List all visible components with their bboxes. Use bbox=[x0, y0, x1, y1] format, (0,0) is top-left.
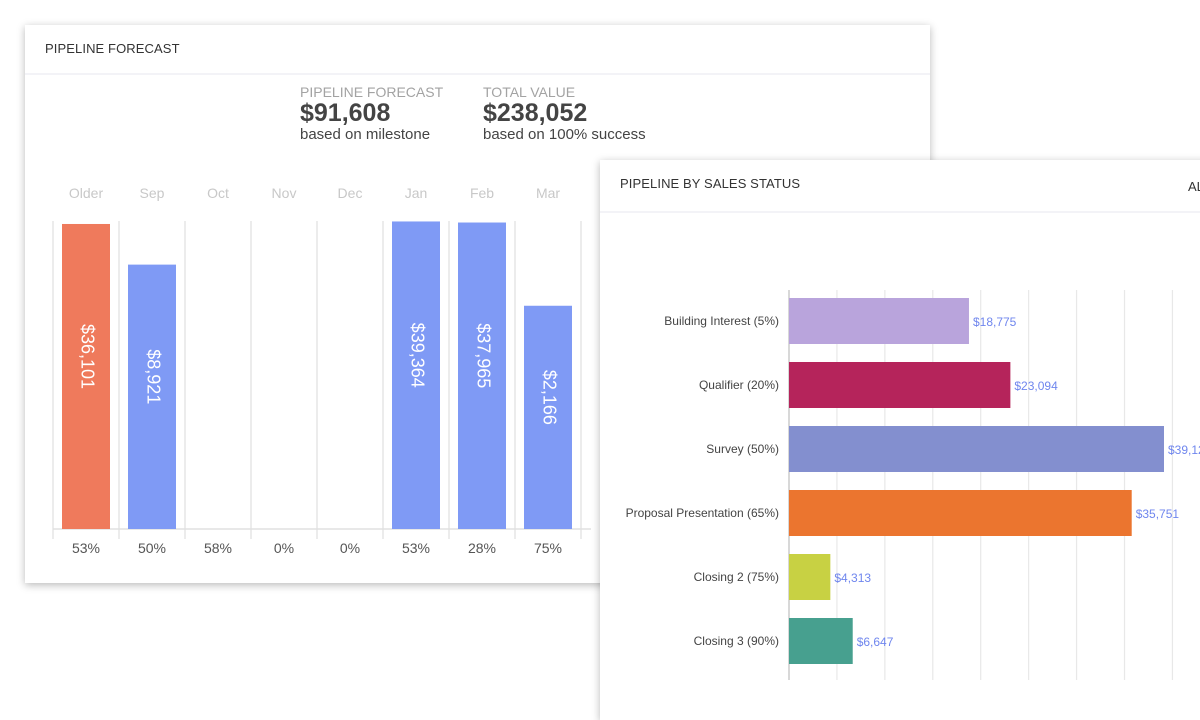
x-tick-label: Oct bbox=[207, 185, 229, 201]
stat-value: $91,608 bbox=[300, 99, 391, 127]
percent-label: 0% bbox=[340, 540, 360, 556]
sales-status-panel: PIPELINE BY SALES STATUS AL Building Int… bbox=[600, 160, 1200, 720]
percent-label: 53% bbox=[402, 540, 430, 556]
sales-status-bar-chart: Building Interest (5%) $18,775 Qualifier (… bbox=[626, 290, 1200, 680]
stat-total-value: TOTAL VALUE $238,052 based on 100% succe… bbox=[483, 84, 646, 143]
bar-value-label: $4,313 bbox=[834, 571, 871, 585]
bar-value-label: $37,965 bbox=[473, 323, 493, 388]
category-label: Closing 2 (75%) bbox=[694, 570, 779, 584]
x-tick-label: Mar bbox=[536, 185, 560, 201]
panel-header bbox=[600, 160, 1200, 213]
panel-title: PIPELINE BY SALES STATUS bbox=[620, 176, 801, 191]
filter-link[interactable]: AL bbox=[1188, 179, 1200, 194]
bar bbox=[789, 362, 1011, 408]
panel-header bbox=[25, 25, 930, 75]
bar-value-label: $2,166 bbox=[539, 370, 559, 425]
percent-label: 58% bbox=[204, 540, 232, 556]
stat-pipeline-forecast: PIPELINE FORECAST $91,608 based on miles… bbox=[300, 84, 443, 143]
stat-sub: based on 100% success bbox=[483, 126, 646, 143]
bar-value-label: $8,921 bbox=[143, 349, 163, 404]
percent-label: 50% bbox=[138, 540, 166, 556]
bar-value-label: $39,364 bbox=[407, 323, 427, 388]
bar bbox=[128, 264, 176, 529]
bar-value-label: $6,647 bbox=[857, 635, 894, 649]
x-tick-label: Feb bbox=[470, 185, 494, 201]
x-tick-label: Sep bbox=[140, 185, 165, 201]
bar-value-label: $36,101 bbox=[77, 324, 97, 389]
x-tick-label: Dec bbox=[338, 185, 363, 201]
stat-value: $238,052 bbox=[483, 99, 588, 127]
bar bbox=[392, 221, 440, 529]
bar bbox=[789, 554, 831, 600]
bar bbox=[62, 223, 110, 529]
stat-sub: based on milestone bbox=[300, 126, 431, 143]
x-tick-label: Jan bbox=[405, 185, 428, 201]
forecast-bar-chart: Older 53% $36,101 Sep 50% $8,921 Oct 58% Nov 0% De… bbox=[52, 185, 591, 556]
bar bbox=[789, 618, 853, 664]
percent-label: 28% bbox=[468, 540, 496, 556]
bar bbox=[789, 298, 969, 344]
category-label: Qualifier (20%) bbox=[699, 378, 779, 392]
bar bbox=[789, 490, 1132, 536]
category-label: Closing 3 (90%) bbox=[694, 634, 779, 648]
bar bbox=[458, 222, 506, 529]
percent-label: 53% bbox=[72, 540, 100, 556]
bar bbox=[524, 305, 572, 529]
x-tick-label: Older bbox=[69, 185, 104, 201]
bar bbox=[789, 426, 1164, 472]
bar-value-label: $18,775 bbox=[973, 315, 1017, 329]
percent-label: 0% bbox=[274, 540, 294, 556]
panel-title: PIPELINE FORECAST bbox=[45, 41, 180, 56]
bar-value-label: $35,751 bbox=[1136, 507, 1180, 521]
stat-label: PIPELINE FORECAST bbox=[300, 84, 444, 100]
bar-value-label: $39,12 bbox=[1168, 443, 1200, 457]
x-tick-label: Nov bbox=[272, 185, 297, 201]
bar-value-label: $23,094 bbox=[1014, 379, 1058, 393]
category-label: Building Interest (5%) bbox=[664, 314, 779, 328]
category-label: Proposal Presentation (65%) bbox=[626, 506, 779, 520]
percent-label: 75% bbox=[534, 540, 562, 556]
category-label: Survey (50%) bbox=[706, 442, 779, 456]
stat-label: TOTAL VALUE bbox=[483, 84, 576, 100]
